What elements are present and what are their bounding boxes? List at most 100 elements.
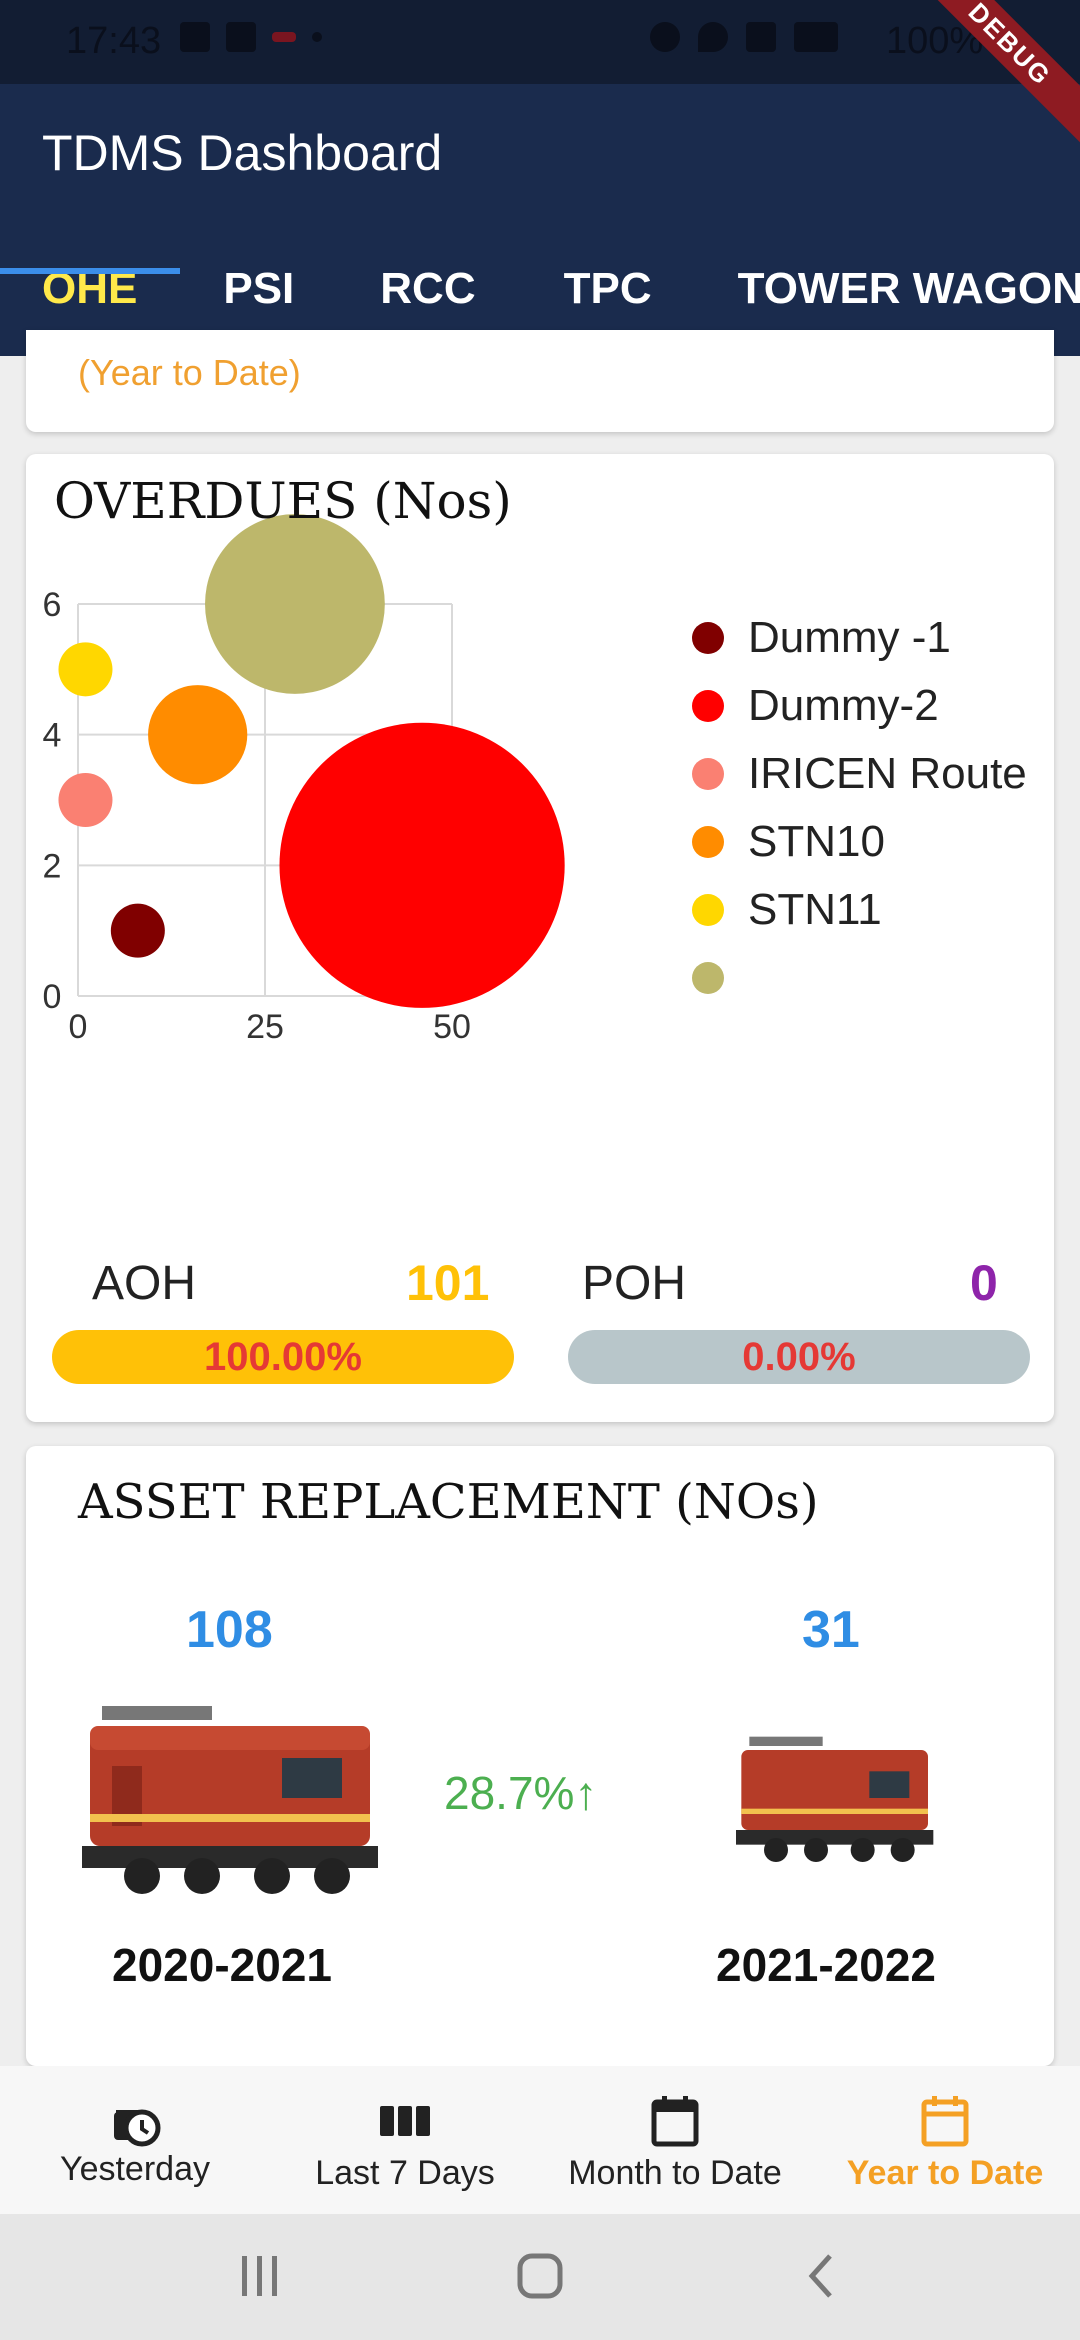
legend-item-stn11[interactable]: STN11: [690, 876, 1027, 944]
chart-legend: Dummy -1 Dummy-2 IRICEN Route STN10 STN1…: [690, 604, 1027, 1012]
legend-dot: [692, 690, 724, 722]
asset-change-percent: 28.7%↑: [444, 1767, 598, 1819]
loco-wheel: [124, 1858, 160, 1894]
legend-item-stn10[interactable]: STN10: [690, 808, 1027, 876]
legend-dot: [692, 962, 724, 994]
bubble-dummy-1[interactable]: [110, 903, 165, 958]
loco-window: [282, 1758, 342, 1798]
pantograph: [749, 1736, 823, 1746]
week-icon: [380, 2106, 430, 2136]
y-tick-label: 6: [43, 586, 62, 624]
loco-wheel: [890, 1838, 915, 1862]
loco-wheel: [804, 1838, 828, 1862]
legend-item-iricen-route[interactable]: IRICEN Route: [690, 740, 1027, 808]
legend-dot: [692, 894, 724, 926]
aoh-percent: 100.00%: [204, 1335, 362, 1379]
aoh-label: AOH: [92, 1257, 197, 1310]
home-icon[interactable]: [510, 2246, 570, 2306]
asset-year-current: 2021-2022: [716, 1939, 936, 1991]
tab-psi[interactable]: PSI: [223, 264, 295, 313]
chart-bubbles: [58, 514, 565, 1008]
app-title: TDMS Dashboard: [42, 125, 443, 181]
bubble-stn10[interactable]: [148, 685, 248, 785]
asset-year-previous: 2020-2021: [112, 1939, 332, 1991]
legend-label: STN10: [748, 817, 885, 866]
legend-label: Dummy-2: [748, 681, 939, 730]
asset-count-previous: 108: [186, 1601, 273, 1659]
overdues-title: OVERDUES (Nos): [54, 472, 512, 530]
overdues-card: OVERDUES (Nos) 0 2 4 6 0 25 50 Dummy -1 Dummy-…: [26, 454, 1054, 1422]
nav-label: Last 7 Days: [315, 2154, 495, 2192]
loco-stripe: [741, 1808, 928, 1814]
legend-dot: [692, 622, 724, 654]
poh-value: 0: [970, 1255, 998, 1311]
bottom-nav: Yesterday Last 7 Days Month to Date Year…: [0, 2066, 1080, 2214]
y-tick-label: 2: [43, 847, 62, 885]
calendar-outline-icon: [921, 2096, 969, 2147]
status-time: 17:43: [66, 20, 162, 62]
more-dot-icon: [312, 32, 322, 42]
bubble-iricen-route[interactable]: [58, 773, 113, 827]
y-tick-label: 4: [43, 717, 62, 755]
loco-wheel: [314, 1858, 350, 1894]
period-subtitle: (Year to Date): [78, 352, 301, 393]
tab-indicator: [0, 268, 180, 274]
y-tick-label: 0: [43, 978, 62, 1016]
loco-roof: [90, 1726, 370, 1750]
loco-frame: [82, 1846, 378, 1868]
nav-label: Yesterday: [60, 2150, 210, 2188]
asset-replacement-card: ASSET REPLACEMENT (NOs) 108 31 28.7%↑ 20…: [26, 1446, 1054, 2066]
x-tick-label: 25: [246, 1008, 284, 1046]
nav-month-to-date[interactable]: Month to Date: [540, 2066, 810, 2214]
loco-wheel: [184, 1858, 220, 1894]
legend-label: Dummy -1: [748, 613, 951, 662]
loco-wheel: [764, 1838, 788, 1862]
nav-label: Month to Date: [568, 2154, 782, 2192]
pantograph: [102, 1706, 212, 1720]
back-icon[interactable]: [792, 2246, 852, 2306]
wifi-icon: [746, 22, 776, 52]
x-tick-label: 0: [69, 1008, 88, 1046]
legend-label: STN11: [748, 885, 882, 934]
aoh-value: 101: [406, 1255, 490, 1311]
system-nav-bar: [0, 2214, 1080, 2340]
poh-label: POH: [582, 1257, 687, 1310]
bubble-dummy-2[interactable]: [279, 722, 565, 1008]
tab-tpc[interactable]: TPC: [563, 264, 652, 313]
loco-wheel: [850, 1838, 875, 1862]
app-icon: [272, 32, 296, 42]
notification-icons: [180, 22, 322, 52]
nav-yesterday[interactable]: Yesterday: [0, 2066, 270, 2214]
aoh-progress-bar: 100.00%: [52, 1330, 514, 1384]
bubble-stn11[interactable]: [58, 642, 113, 697]
x-tick-label: 50: [433, 1008, 471, 1046]
tab-rcc[interactable]: RCC: [380, 264, 476, 313]
loco-wheel: [254, 1858, 290, 1894]
legend-dot: [692, 826, 724, 858]
poh-progress-bar: 0.00%: [568, 1330, 1030, 1384]
app-bar: TDMS Dashboard OHE PSI RCC TPC TOWER WAG…: [0, 84, 1080, 356]
poh-percent: 0.00%: [742, 1335, 856, 1379]
legend-item-dummy-1[interactable]: Dummy -1: [690, 604, 1027, 672]
signal-icon: [794, 22, 838, 52]
tower-wagon-image-previous: [82, 1706, 378, 1894]
legend-label: IRICEN Route: [748, 749, 1027, 798]
chart-axes: 0 2 4 6 0 25 50: [43, 586, 471, 1046]
loco-frame: [736, 1830, 934, 1845]
nav-label: Year to Date: [846, 2154, 1044, 2192]
nav-year-to-date[interactable]: Year to Date: [810, 2066, 1080, 2214]
bubble-unnamed[interactable]: [205, 514, 385, 694]
overdues-bubble-chart: 0 2 4 6 0 25 50: [43, 514, 565, 1046]
recent-apps-icon[interactable]: [230, 2246, 290, 2306]
asset-replacement-title: ASSET REPLACEMENT (NOs): [78, 1474, 819, 1530]
calendar-icon: [651, 2096, 699, 2147]
legend-dot: [692, 758, 724, 790]
tab-tower-wagon[interactable]: TOWER WAGON: [737, 264, 1080, 313]
legend-item-unnamed[interactable]: [690, 944, 1027, 1012]
alarm-icon: [650, 22, 680, 52]
gallery-icon: [180, 22, 210, 52]
nav-last-7-days[interactable]: Last 7 Days: [270, 2066, 540, 2214]
legend-item-dummy-2[interactable]: Dummy-2: [690, 672, 1027, 740]
loco-window: [869, 1771, 910, 1798]
summary-card: (Year to Date): [26, 330, 1054, 432]
